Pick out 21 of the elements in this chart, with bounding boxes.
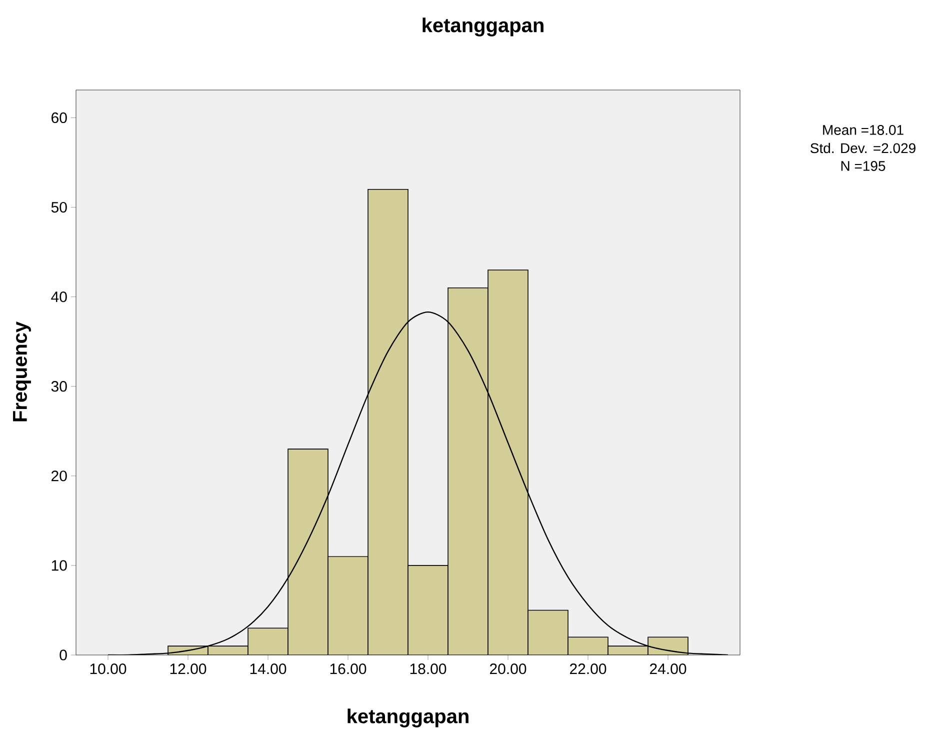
y-tick-label: 20: [52, 470, 67, 482]
x-tick-label: 24.00: [650, 664, 686, 674]
x-tick-label: 12.00: [170, 664, 206, 674]
x-tick-label: 22.00: [570, 664, 606, 674]
x-tick-label: 20.00: [490, 664, 526, 674]
x-tick-label: 14.00: [250, 664, 286, 674]
y-tick-label: 50: [51, 202, 67, 213]
y-axis-title: Frequency: [13, 322, 31, 422]
y-tick-label: 10: [52, 560, 67, 571]
y-tick-label: 0: [60, 650, 67, 660]
x-axis-title: ketanggapan: [348, 708, 468, 728]
text: Mean =18.01: [823, 125, 904, 135]
x-tick-label: 10.00: [90, 664, 126, 674]
x-tick-label: 18.00: [410, 664, 446, 674]
text: N =195: [841, 161, 886, 171]
text: Std. Dev. =2.029: [810, 142, 916, 154]
y-tick-label: 60: [52, 112, 67, 124]
y-tick-label: 30: [51, 381, 67, 392]
x-tick-label: 16.00: [330, 664, 366, 674]
chart-title: ketanggapan: [422, 18, 544, 36]
y-tick-label: 40: [51, 292, 67, 302]
